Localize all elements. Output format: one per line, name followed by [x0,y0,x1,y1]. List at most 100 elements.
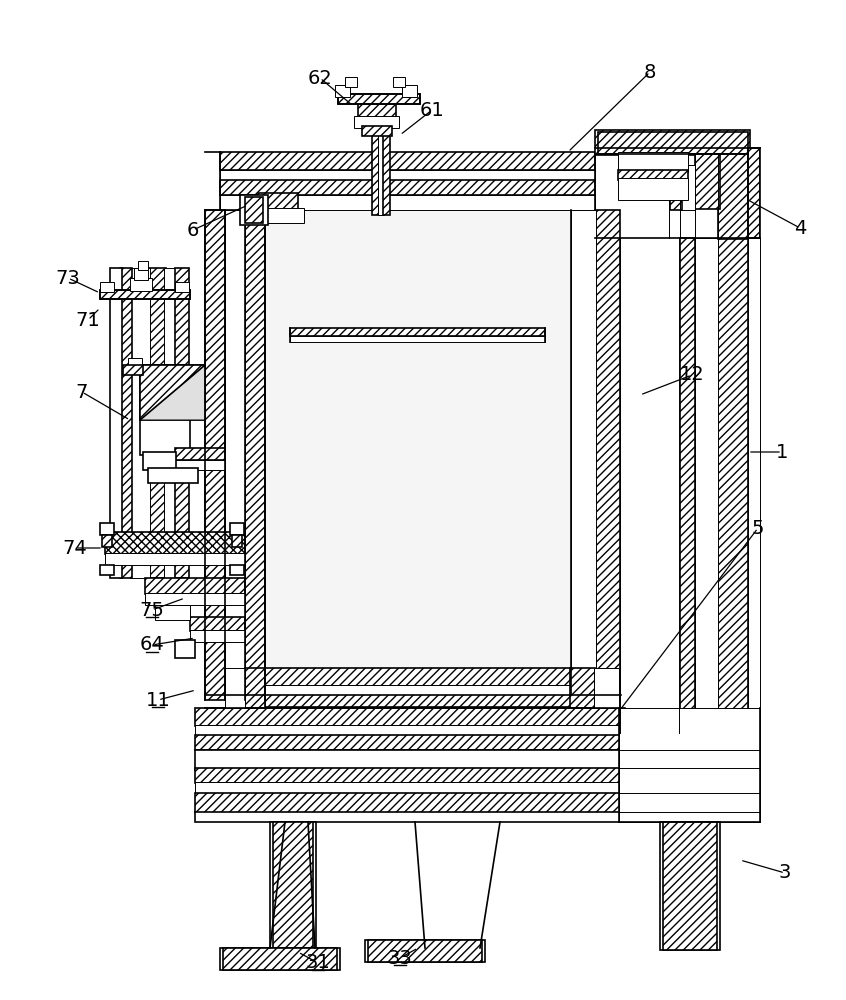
Bar [290,336,545,342]
Bar [598,132,748,154]
Bar [595,130,750,155]
Bar [273,822,313,950]
Text: 61: 61 [420,101,444,119]
Bar [571,210,596,700]
Text: 4: 4 [794,219,806,237]
Bar [372,100,379,215]
Bar [195,768,625,783]
Bar [760,148,768,238]
Bar [663,822,717,950]
Bar [195,812,625,822]
Bar [128,358,142,370]
Bar [660,822,720,950]
Bar [245,210,265,700]
Text: 6: 6 [187,221,199,239]
Bar [225,210,245,700]
Bar [195,725,625,735]
Text: 1: 1 [776,442,788,462]
Text: 64: 64 [140,636,164,654]
Bar [718,238,748,733]
Bar [100,290,190,299]
Bar [130,278,152,291]
Bar [402,85,417,97]
Text: 11: 11 [146,690,170,710]
Bar [245,197,263,223]
Bar [145,578,245,594]
Bar [100,523,114,535]
Bar [138,261,148,270]
Bar [618,152,688,172]
Text: 62: 62 [308,68,332,88]
Text: 3: 3 [779,863,791,882]
Bar [195,750,625,770]
Bar [570,668,595,708]
Text: 74: 74 [63,538,87,558]
Bar [190,630,245,642]
Bar [105,532,245,554]
Bar [220,948,340,970]
Bar [620,238,680,733]
Text: 5: 5 [752,518,764,538]
Bar [175,282,189,292]
Bar [220,152,595,170]
Text: 7: 7 [76,382,88,401]
Bar [670,175,682,210]
Polygon shape [140,365,205,420]
Bar [100,290,190,299]
Bar [383,100,390,215]
Bar [345,77,357,87]
Text: 75: 75 [140,600,164,619]
Bar [232,535,242,547]
Bar [175,640,195,658]
Polygon shape [140,365,205,420]
Bar [290,328,545,336]
Bar [100,282,114,292]
Text: 71: 71 [75,310,101,330]
Bar [195,735,625,750]
Bar [265,668,571,686]
Text: 33: 33 [387,948,412,968]
Bar [145,593,245,605]
Bar [220,180,595,195]
Bar [223,948,337,970]
Bar [335,85,350,97]
Bar [365,940,485,962]
Text: 12: 12 [679,365,705,384]
Bar [175,448,225,460]
Bar [230,523,244,535]
Bar [175,460,225,470]
Bar [230,565,244,575]
Bar [148,268,166,578]
Bar [225,668,245,708]
Bar [240,195,268,225]
Text: 8: 8 [644,62,656,82]
Bar [619,708,760,822]
Bar [695,238,718,733]
Bar [680,165,695,210]
Bar [205,210,225,700]
Bar [190,617,245,631]
Bar [595,210,620,700]
Bar [748,238,760,733]
Polygon shape [140,365,205,420]
Bar [164,268,176,578]
Bar [110,268,122,578]
Bar [393,77,405,87]
Bar [134,268,148,280]
Bar [378,100,384,215]
Bar [258,193,298,211]
Text: 73: 73 [56,268,80,288]
Bar [175,268,189,578]
Bar [718,154,748,239]
Bar [105,553,245,565]
Bar [245,668,265,708]
Bar [265,210,572,695]
Bar [265,695,571,707]
Bar [123,365,143,375]
Bar [695,154,720,209]
Bar [338,94,420,104]
Bar [220,170,595,180]
Bar [100,565,114,575]
Bar [594,668,619,708]
Bar [618,178,688,200]
